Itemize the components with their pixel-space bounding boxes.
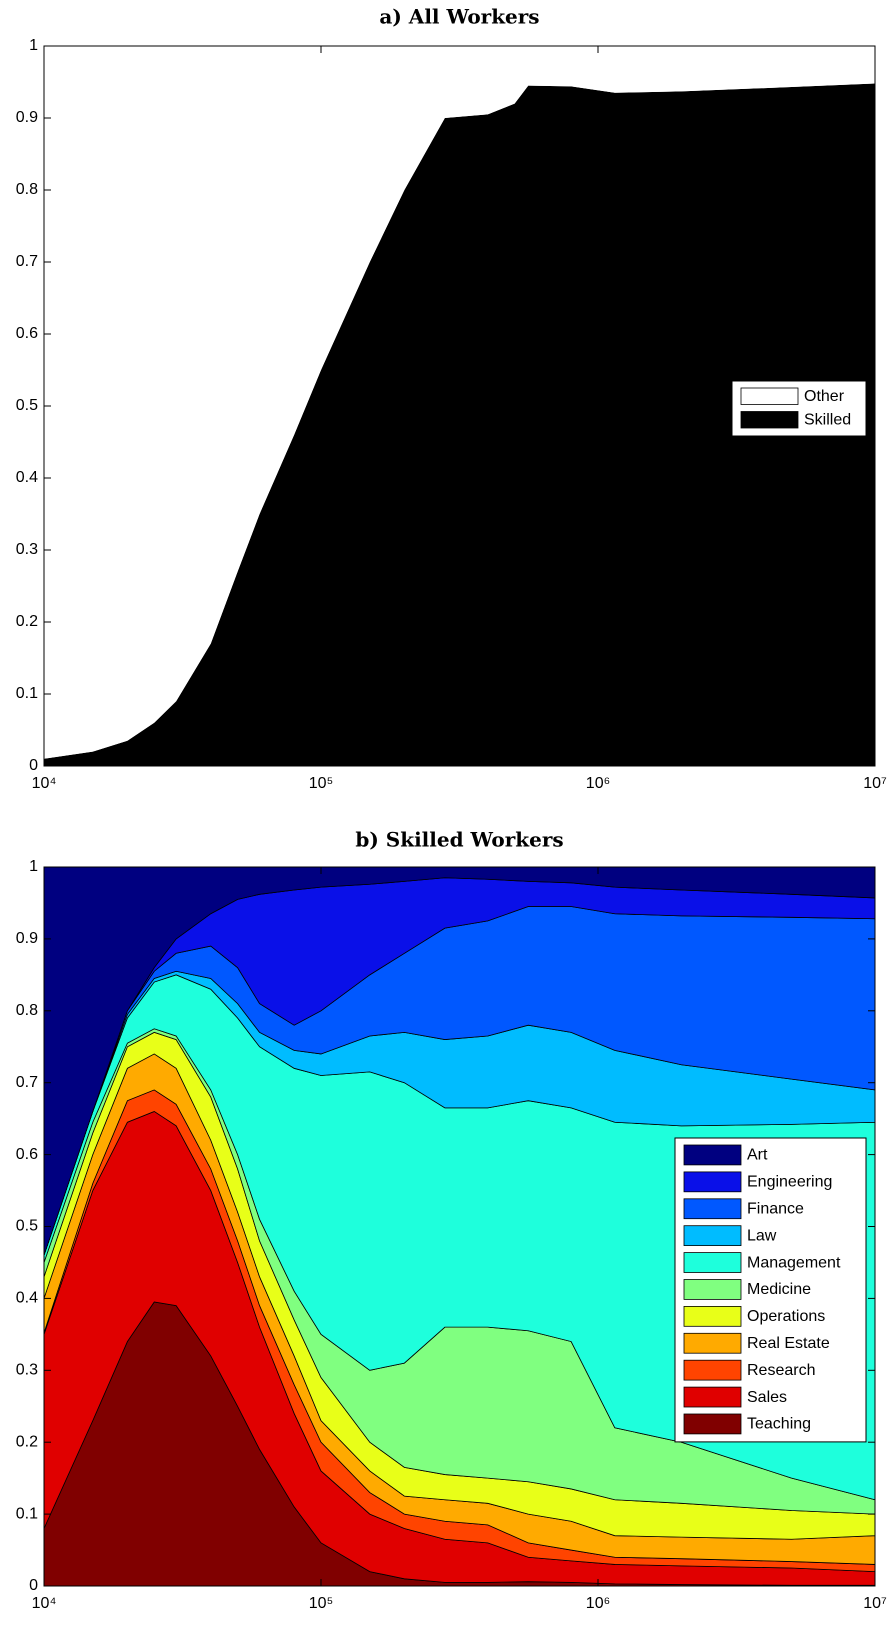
- x-tick-label: 10⁵: [309, 1595, 333, 1612]
- legend-label: Real Estate: [747, 1335, 830, 1352]
- legend-label: Sales: [747, 1389, 787, 1406]
- y-tick-label: 0.8: [16, 181, 38, 198]
- legend-swatch: [683, 1413, 742, 1435]
- y-tick-label: 0.5: [16, 1218, 38, 1235]
- x-tick-label: 10⁶: [586, 1595, 610, 1612]
- legend-swatch: [683, 1171, 742, 1193]
- y-tick-label: 0.9: [16, 109, 38, 126]
- x-tick-label: 10⁷: [863, 775, 887, 792]
- legend-swatch: [683, 1198, 742, 1220]
- legend-label: Other: [804, 388, 845, 405]
- y-tick-label: 0.4: [16, 1290, 38, 1307]
- legend-label: Management: [747, 1254, 841, 1271]
- legend-label: Operations: [747, 1308, 825, 1325]
- y-tick-label: 0.1: [16, 685, 38, 702]
- legend-swatch: [683, 1279, 742, 1300]
- chart-title: a) All Workers: [379, 5, 539, 29]
- x-tick-label: 10⁴: [32, 1595, 57, 1612]
- legend-label: Finance: [747, 1200, 804, 1217]
- legend-swatch: [683, 1252, 742, 1273]
- legend-swatch: [683, 1306, 742, 1327]
- y-tick-label: 0.3: [16, 1362, 38, 1379]
- y-tick-label: 0: [29, 1577, 38, 1594]
- legend-swatch: [683, 1386, 742, 1408]
- area: [44, 46, 875, 759]
- legend-swatch: [740, 411, 799, 429]
- x-tick-label: 10⁷: [863, 1595, 887, 1612]
- legend-swatch: [683, 1144, 742, 1166]
- legend-swatch: [740, 387, 799, 405]
- x-tick-label: 10⁴: [32, 775, 57, 792]
- legend-label: Skilled: [804, 411, 851, 428]
- legend-swatch: [683, 1332, 742, 1354]
- y-tick-label: 0.6: [16, 325, 38, 342]
- legend-swatch: [683, 1225, 742, 1246]
- y-tick-label: 1: [29, 37, 38, 54]
- legend-swatch: [683, 1359, 742, 1381]
- y-tick-label: 0.8: [16, 1002, 38, 1019]
- y-tick-label: 0.9: [16, 930, 38, 947]
- y-tick-label: 0.6: [16, 1146, 38, 1163]
- legend: Art Engineering Finance Law Management Medici…: [674, 1137, 867, 1443]
- legend-label: Medicine: [747, 1281, 811, 1298]
- legend-label: Art: [747, 1147, 768, 1164]
- legend-label: Engineering: [747, 1174, 832, 1191]
- y-tick-label: 0.3: [16, 541, 38, 558]
- legend: Other Skilled: [731, 380, 867, 437]
- legend-label: Law: [747, 1227, 777, 1244]
- legend-label: Research: [747, 1362, 815, 1379]
- y-tick-label: 0.2: [16, 1433, 38, 1450]
- x-tick-label: 10⁵: [309, 775, 333, 792]
- y-tick-label: 0.7: [16, 253, 38, 270]
- area: [44, 83, 875, 766]
- y-tick-label: 0: [29, 757, 38, 774]
- y-tick-label: 0.7: [16, 1074, 38, 1091]
- legend-label: Teaching: [747, 1416, 811, 1433]
- x-tick-label: 10⁶: [586, 775, 610, 792]
- y-tick-label: 0.2: [16, 613, 38, 630]
- y-tick-label: 0.5: [16, 397, 38, 414]
- y-tick-label: 1: [29, 858, 38, 875]
- y-tick-label: 0.4: [16, 469, 38, 486]
- y-tick-label: 0.1: [16, 1505, 38, 1522]
- chart-title: b) Skilled Workers: [355, 828, 563, 852]
